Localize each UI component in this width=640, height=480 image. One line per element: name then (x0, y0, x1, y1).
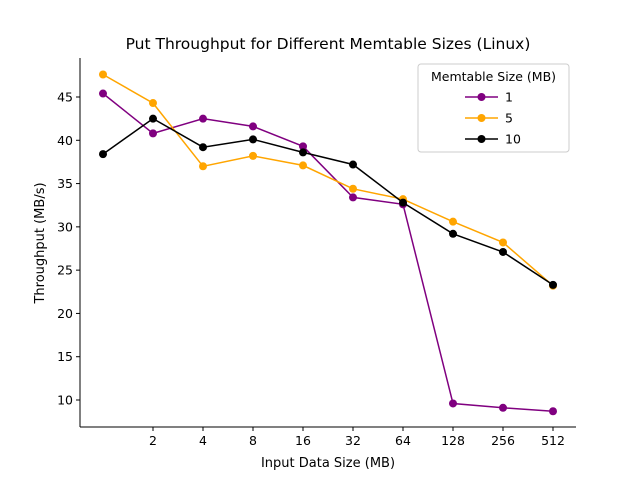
data-point (99, 70, 107, 79)
data-point (149, 99, 157, 108)
legend-swatch-marker (477, 114, 486, 122)
x-tick-label: 32 (345, 433, 361, 448)
legend: Memtable Size (MB) 1 5 10 (417, 63, 570, 153)
data-point (99, 150, 107, 159)
legend-entry-label: 5 (505, 111, 513, 126)
legend-swatch-marker (477, 135, 486, 143)
x-tick-label: 256 (491, 433, 515, 448)
y-tick-label: 35 (57, 176, 73, 191)
data-point (299, 161, 307, 170)
data-point (549, 407, 557, 416)
legend-entry-label: 1 (505, 90, 513, 105)
y-tick-label: 30 (57, 219, 73, 234)
series-line-10 (102, 117, 554, 286)
data-point (249, 151, 257, 160)
data-point (499, 238, 507, 247)
data-point (449, 229, 457, 238)
series-5 (99, 70, 557, 290)
series-line-1 (102, 92, 554, 413)
y-tick-label: 45 (57, 90, 73, 105)
series-line-5 (102, 73, 554, 287)
y-tick-label: 20 (57, 306, 73, 321)
y-tick-label: 10 (57, 393, 73, 408)
y-tick-label: 25 (57, 263, 73, 278)
x-tick-label: 512 (541, 433, 565, 448)
x-tick-label: 8 (249, 433, 257, 448)
data-point (349, 184, 357, 193)
x-tick-label: 4 (199, 433, 207, 448)
data-point (99, 89, 107, 98)
legend-entry-label: 10 (505, 132, 521, 147)
y-tick-label: 15 (57, 349, 73, 364)
data-point (449, 217, 457, 226)
data-point (199, 162, 207, 171)
data-point (199, 143, 207, 152)
data-point (249, 122, 257, 131)
data-point (499, 247, 507, 256)
data-point (549, 280, 557, 289)
x-axis-label: Input Data Size (MB) (261, 456, 395, 471)
y-tick-label: 40 (57, 133, 73, 148)
y-axis-label: Throughput (MB/s) (33, 182, 48, 304)
data-point (199, 114, 207, 123)
data-point (449, 399, 457, 408)
data-point (249, 135, 257, 144)
legend-swatch-marker (477, 93, 486, 101)
data-point (349, 193, 357, 202)
legend-title: Memtable Size (MB) (431, 69, 556, 84)
x-tick-label: 2 (149, 433, 157, 448)
data-point (499, 403, 507, 412)
data-point (299, 142, 307, 151)
x-tick-label: 16 (295, 433, 311, 448)
data-point (149, 114, 157, 123)
data-point (349, 160, 357, 169)
data-point (149, 129, 157, 138)
data-point (299, 148, 307, 157)
series-10 (99, 114, 557, 289)
data-point (399, 198, 407, 207)
x-tick-label: 128 (441, 433, 465, 448)
series-1 (99, 89, 557, 416)
x-tick-label: 64 (395, 433, 411, 448)
legend-frame (417, 63, 570, 153)
chart-title: Put Throughput for Different Memtable Si… (126, 35, 531, 53)
